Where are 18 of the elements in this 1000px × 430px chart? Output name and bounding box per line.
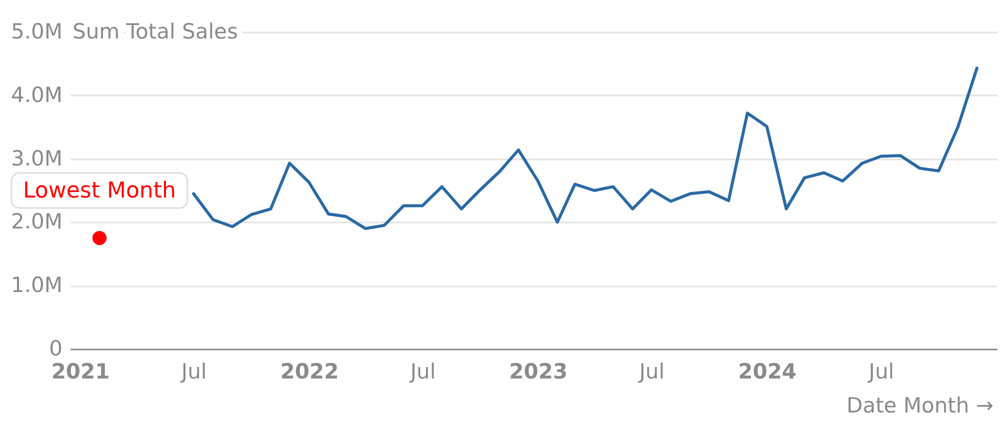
x-tick-label: Jul (866, 360, 894, 384)
y-tick-label: 3.0M (10, 146, 62, 170)
y-tick-label: 0 (49, 336, 62, 360)
x-tick-label: 2024 (738, 360, 797, 384)
x-tick-label: 2021 (51, 360, 110, 384)
annotation: Lowest Month (23, 178, 176, 204)
x-tick-label: Jul (637, 360, 665, 384)
x-tick-label: Jul (179, 360, 207, 384)
y-tick-label: 1.0M (10, 273, 62, 298)
y-tick-label: 4.0M (10, 82, 62, 107)
y-tick-label: 2.0M (10, 210, 62, 234)
x-tick-label: 2023 (509, 360, 568, 384)
x-tick-label: 2022 (280, 360, 339, 384)
y-tick-label: 5.0M (10, 20, 62, 44)
line-series (192, 66, 978, 230)
y-axis-title: Sum Total Sales (72, 20, 238, 44)
x-axis-title: Date Month → (846, 394, 994, 418)
x-tick-label: Jul (408, 360, 436, 384)
